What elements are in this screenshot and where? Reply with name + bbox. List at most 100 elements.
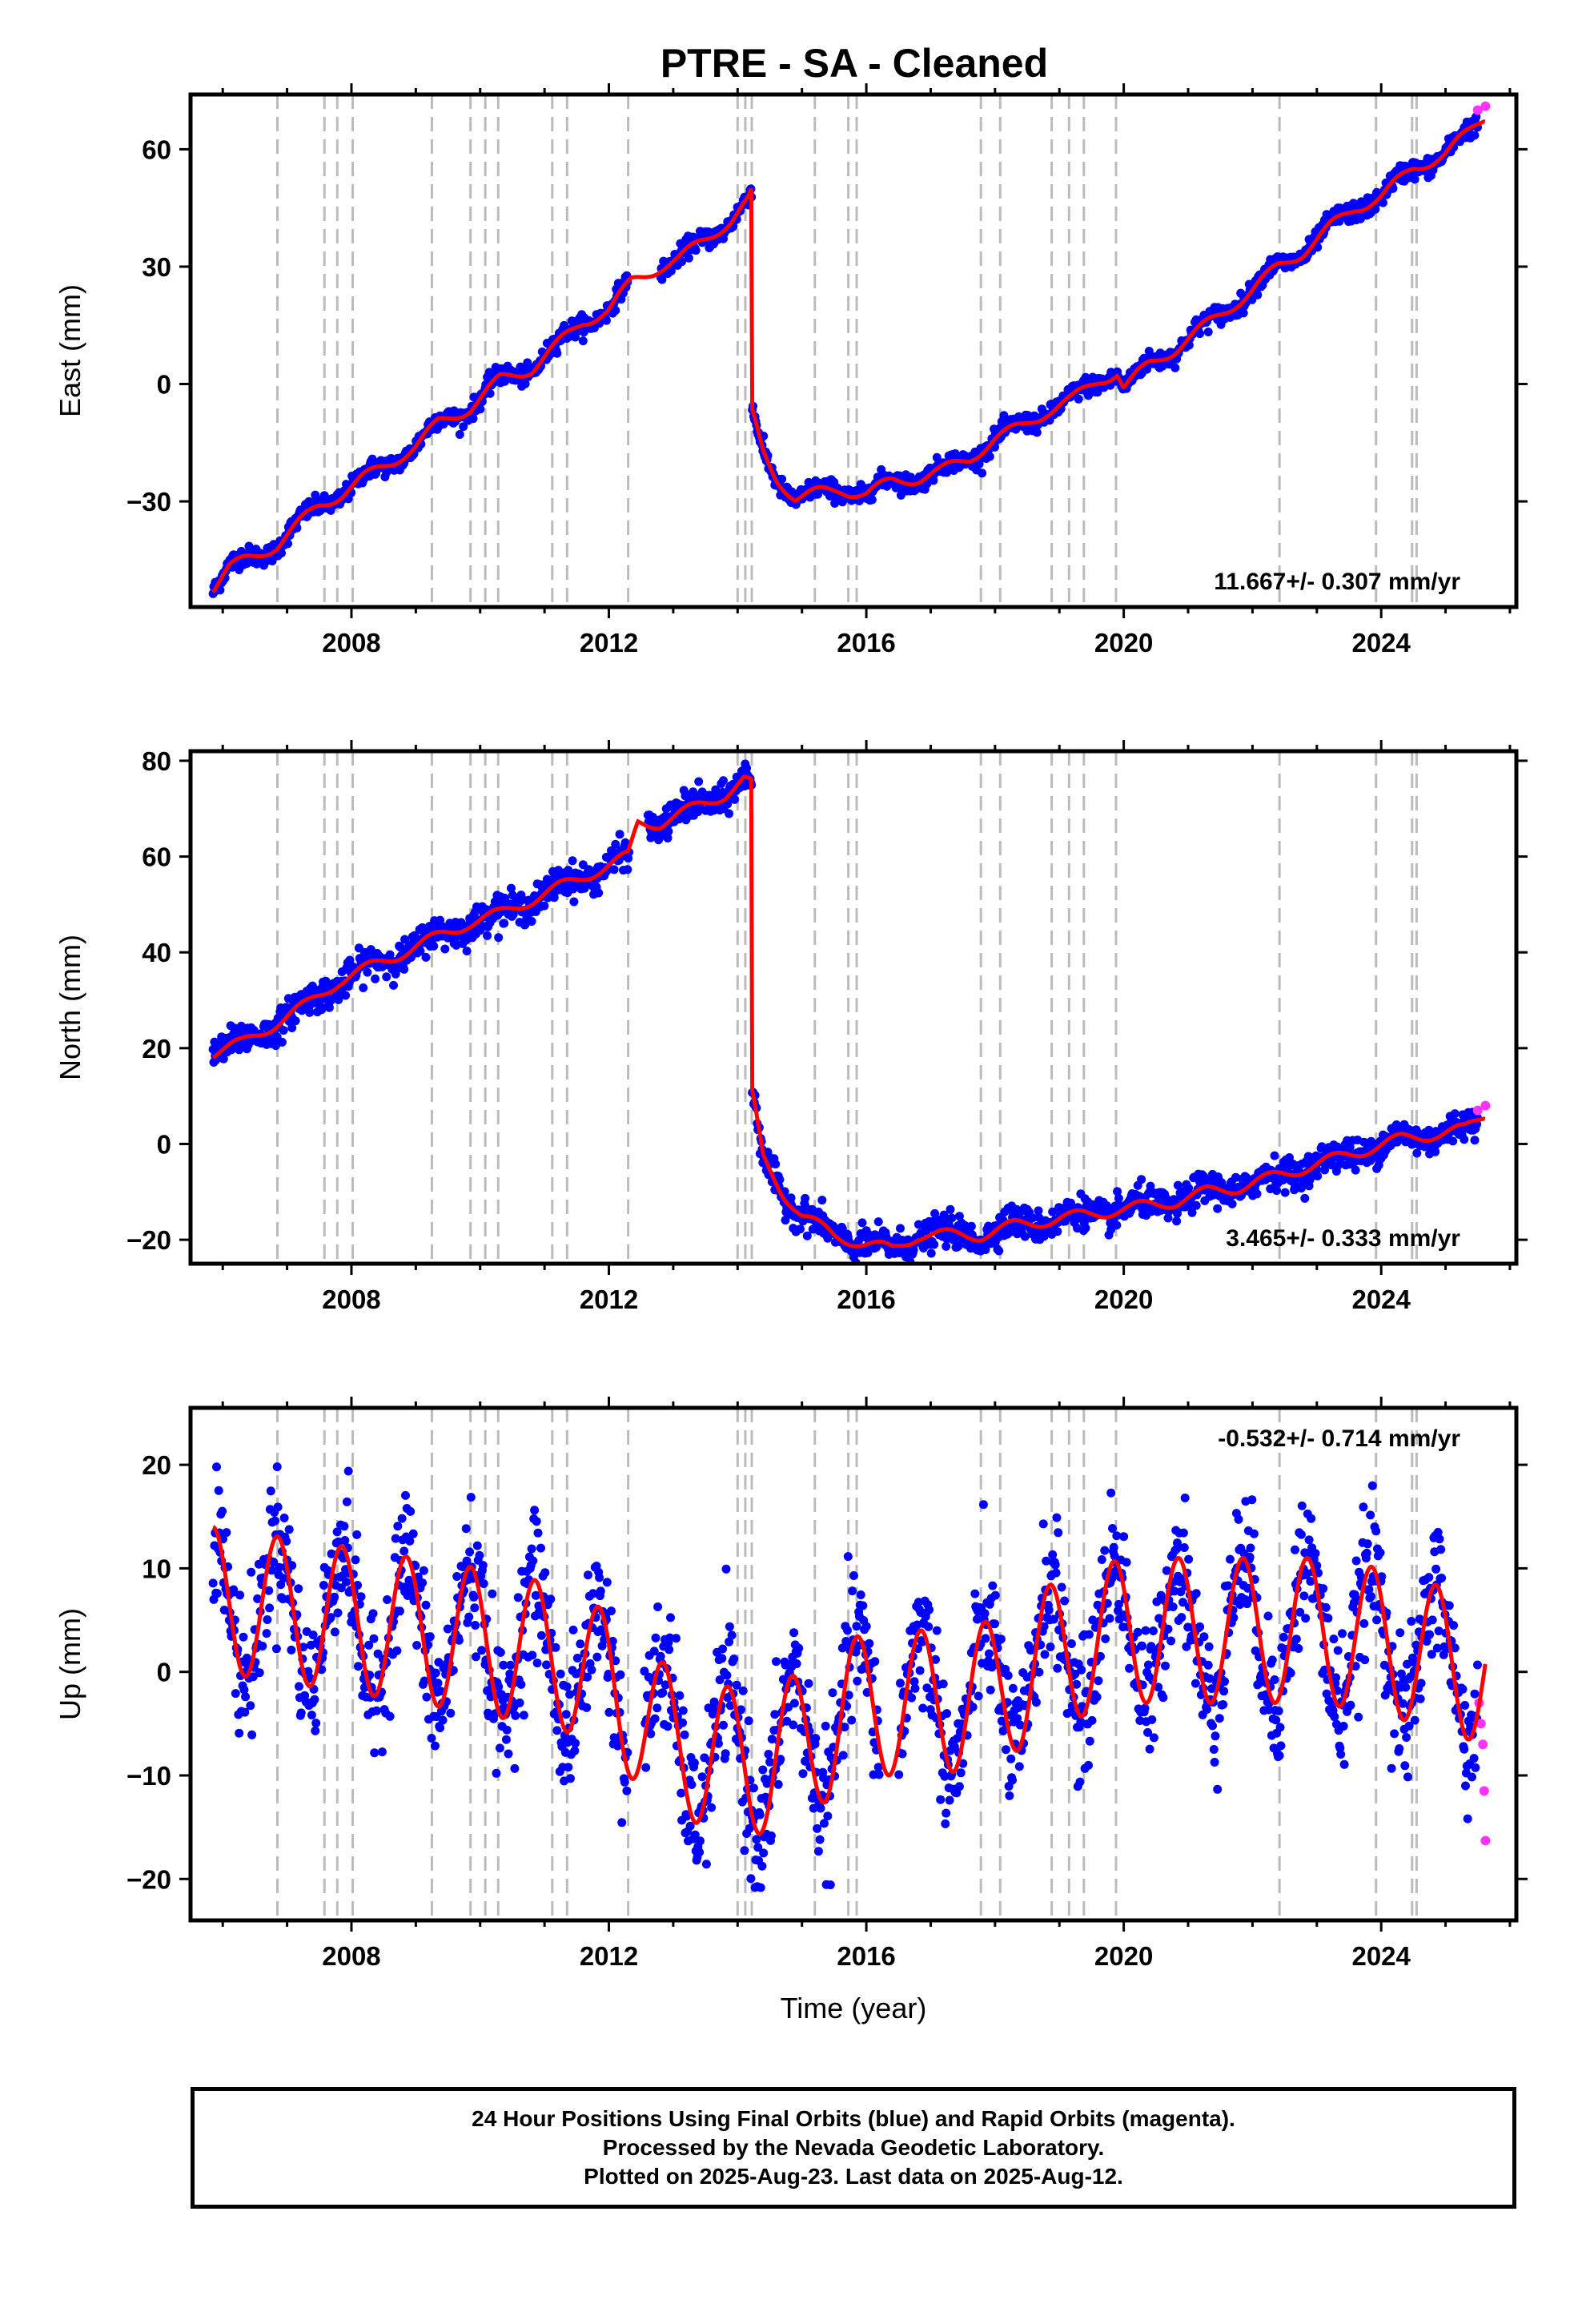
data-point <box>296 1708 306 1718</box>
data-point <box>1179 1543 1189 1552</box>
data-point <box>438 1715 448 1725</box>
data-point <box>370 1748 379 1758</box>
data-point <box>516 1679 526 1689</box>
north-final-orbit-points <box>208 759 1482 1264</box>
data-point <box>354 1662 363 1671</box>
data-point <box>504 1749 513 1759</box>
data-point <box>828 1688 837 1698</box>
data-point <box>1431 1147 1440 1156</box>
data-point <box>1448 1136 1458 1146</box>
data-point <box>947 1213 957 1223</box>
y-tick-label: 60 <box>142 135 171 164</box>
data-point <box>1057 1582 1066 1592</box>
data-point <box>874 1770 884 1779</box>
data-point <box>308 1630 318 1640</box>
data-point <box>978 468 987 478</box>
data-point <box>1093 388 1102 397</box>
data-point <box>253 1594 263 1603</box>
data-point <box>496 1647 505 1657</box>
data-point <box>385 1711 395 1721</box>
data-point <box>578 336 588 346</box>
data-point <box>1003 1671 1013 1680</box>
data-point <box>1379 198 1387 207</box>
data-point <box>492 1768 501 1778</box>
data-point <box>758 1765 768 1775</box>
data-point <box>727 1630 737 1640</box>
data-point <box>431 1668 440 1678</box>
data-point <box>1119 1532 1129 1542</box>
data-point <box>1345 1142 1355 1152</box>
data-point <box>1008 1775 1017 1785</box>
data-point <box>588 1589 598 1598</box>
data-point <box>501 1735 511 1744</box>
data-point <box>383 1595 392 1604</box>
data-point <box>663 1722 673 1731</box>
data-point <box>528 1556 538 1566</box>
data-point <box>540 1568 550 1578</box>
data-point <box>856 1590 865 1599</box>
data-point <box>1031 1698 1041 1707</box>
data-point <box>1170 363 1180 372</box>
data-point <box>510 1763 520 1773</box>
data-point <box>1333 1161 1343 1170</box>
data-point <box>392 1646 402 1655</box>
data-point <box>400 1546 409 1556</box>
data-point <box>551 1642 560 1652</box>
data-point <box>511 1711 520 1720</box>
data-point <box>996 1634 1006 1644</box>
data-point <box>330 1627 339 1637</box>
data-point <box>364 1640 374 1650</box>
data-point <box>1313 1172 1323 1180</box>
data-point <box>587 1665 596 1675</box>
data-point <box>528 1651 537 1660</box>
data-point <box>601 316 611 325</box>
data-point <box>421 1600 431 1610</box>
data-point <box>786 1193 796 1203</box>
data-point <box>789 1628 799 1638</box>
data-point <box>1180 1494 1190 1502</box>
data-point <box>1313 243 1323 252</box>
data-point <box>664 826 673 836</box>
data-point <box>443 1624 452 1634</box>
data-point <box>1195 1622 1205 1631</box>
data-point <box>1066 1639 1076 1648</box>
data-point <box>267 557 277 565</box>
data-point <box>307 1711 316 1720</box>
data-point <box>273 1502 283 1512</box>
data-point <box>568 856 577 866</box>
data-point <box>1187 1208 1197 1217</box>
data-point <box>1141 1626 1150 1635</box>
data-point <box>1163 1213 1173 1223</box>
data-point <box>1053 1663 1062 1673</box>
data-point <box>342 1577 351 1586</box>
rapid-data-point <box>1472 1105 1483 1116</box>
data-point <box>269 1558 279 1567</box>
data-point <box>1105 1614 1114 1623</box>
data-point <box>1272 1186 1282 1196</box>
data-point <box>936 1795 946 1804</box>
data-point <box>212 1589 222 1598</box>
data-point <box>994 1246 1004 1256</box>
data-point <box>717 1654 727 1663</box>
data-point <box>896 1224 905 1233</box>
data-point <box>279 1514 289 1522</box>
data-point <box>393 1522 403 1531</box>
data-point <box>1006 1754 1016 1763</box>
y-tick-label: 40 <box>142 938 171 967</box>
data-point <box>966 1221 976 1231</box>
data-point <box>540 901 549 911</box>
data-point <box>792 1659 801 1668</box>
data-point <box>924 1622 934 1631</box>
data-point <box>759 1848 769 1858</box>
data-point <box>1038 1519 1048 1529</box>
data-point <box>1327 1160 1336 1170</box>
data-point <box>569 897 579 907</box>
data-point <box>1113 1187 1122 1196</box>
data-point <box>495 1743 504 1753</box>
data-point <box>229 1585 239 1594</box>
data-point <box>440 944 450 954</box>
data-point <box>469 1592 479 1602</box>
data-point <box>287 1023 297 1032</box>
